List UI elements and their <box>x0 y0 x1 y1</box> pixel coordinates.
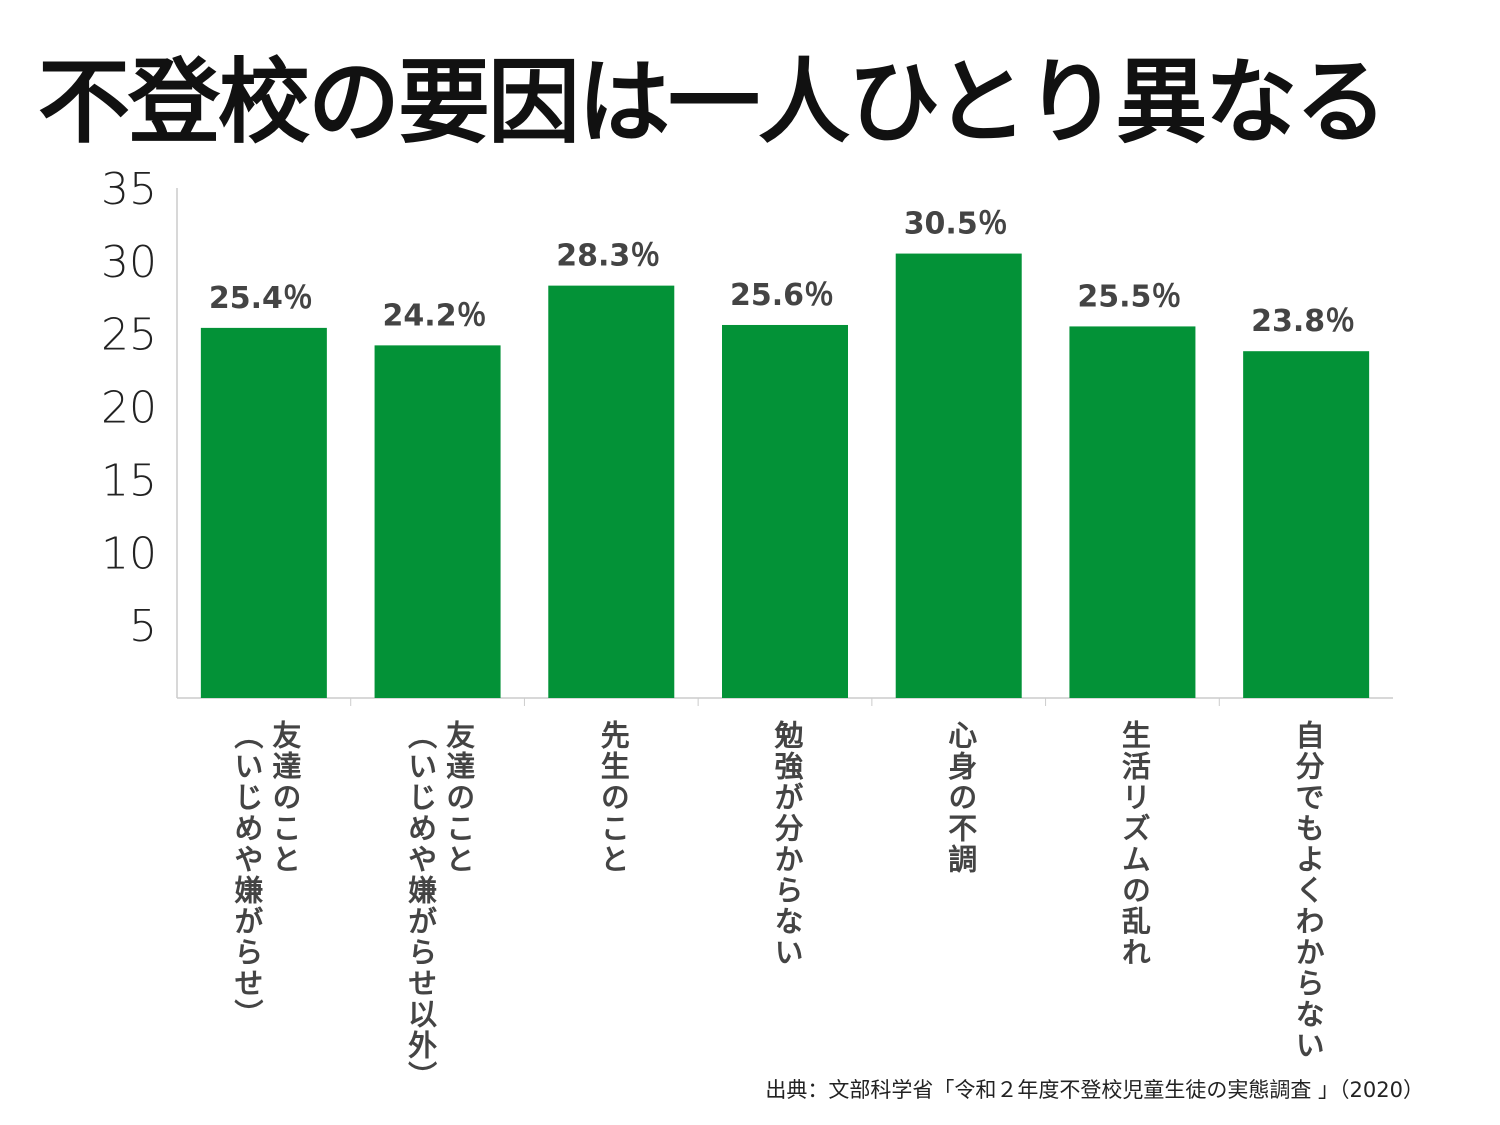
x-tick-label-line: 友達のこと <box>267 720 302 875</box>
x-tick-label: 友達のこと （いじめや嫌がらせ以外） <box>402 720 478 1092</box>
title-highlight-text: 一人ひとり異なる <box>668 49 1387 156</box>
x-tick-label-line: 勉強が分からない <box>770 720 804 968</box>
x-tick-label-line: （いじめや嫌がらせ以外） <box>403 720 438 1092</box>
data-label: 28.3％ <box>556 239 660 274</box>
y-tick-label: 30 <box>101 237 157 288</box>
data-label: 25.5％ <box>1077 279 1181 314</box>
y-tick-label: 10 <box>101 528 157 579</box>
title-part1: 不登校の要因は <box>38 49 670 156</box>
title-highlight: 一人ひとり異なる <box>668 28 1394 161</box>
bar <box>895 253 1022 699</box>
y-tick-label: 25 <box>101 310 157 361</box>
x-tick-label: 自分でもよくわからない <box>1289 720 1327 1061</box>
x-tick-label: 友達のこと （いじめや嫌がらせ） <box>228 720 304 1030</box>
y-tick-label: 5 <box>129 601 157 652</box>
bar <box>722 324 848 698</box>
bar <box>1069 326 1196 698</box>
page-title: 不登校の要因は一人ひとり異なる <box>38 28 1394 161</box>
x-tick-label: 心身の不調 <box>942 720 980 875</box>
bar <box>374 345 501 698</box>
bar <box>548 285 675 698</box>
x-tick-label: 先生のこと <box>594 720 632 875</box>
source-note: 出典：文部科学省「令和２年度不登校児童生徒の実態調査 」（2020） <box>765 1078 1424 1102</box>
data-label: 23.8％ <box>1251 304 1355 339</box>
x-tick-label-line: 心身の不調 <box>943 720 978 875</box>
data-label: 25.4％ <box>209 281 313 316</box>
data-label: 30.5％ <box>904 207 1008 242</box>
x-tick-label: 生活リズムの乱れ <box>1115 720 1153 968</box>
data-label: 24.2％ <box>383 298 487 333</box>
x-tick-label-line: 自分でもよくわからない <box>1291 720 1326 1061</box>
y-tick-label: 20 <box>101 383 157 434</box>
x-tick-label-line: （いじめや嫌がらせ） <box>229 720 264 1030</box>
data-label: 25.6％ <box>730 278 834 313</box>
x-tick-label-line: 友達のこと <box>441 720 476 875</box>
x-tick-label-line: 先生のこと <box>596 720 631 875</box>
bar <box>200 327 327 698</box>
x-tick-label: 勉強が分からない <box>768 720 806 968</box>
x-tick-label-line: 生活リズムの乱れ <box>1117 720 1152 968</box>
y-tick-label: 15 <box>101 455 157 506</box>
bar <box>1243 351 1370 698</box>
y-tick-label: 35 <box>101 164 157 215</box>
